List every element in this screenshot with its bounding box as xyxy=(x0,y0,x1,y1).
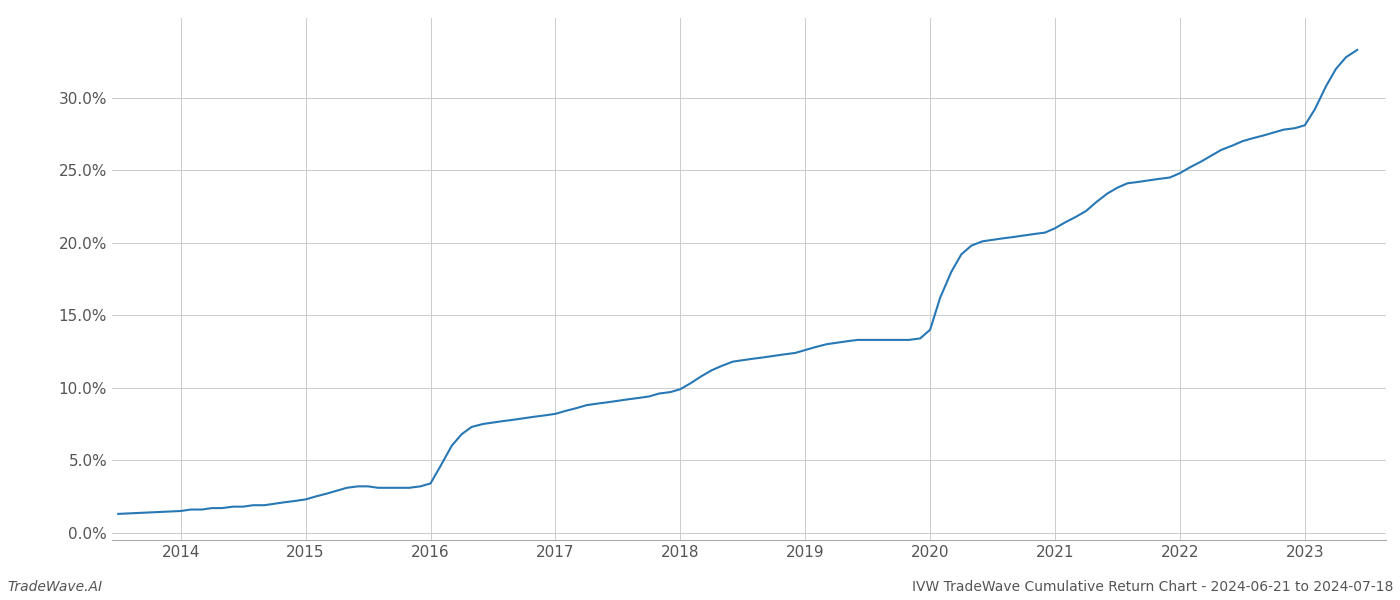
Text: IVW TradeWave Cumulative Return Chart - 2024-06-21 to 2024-07-18: IVW TradeWave Cumulative Return Chart - … xyxy=(911,580,1393,594)
Text: TradeWave.AI: TradeWave.AI xyxy=(7,580,102,594)
